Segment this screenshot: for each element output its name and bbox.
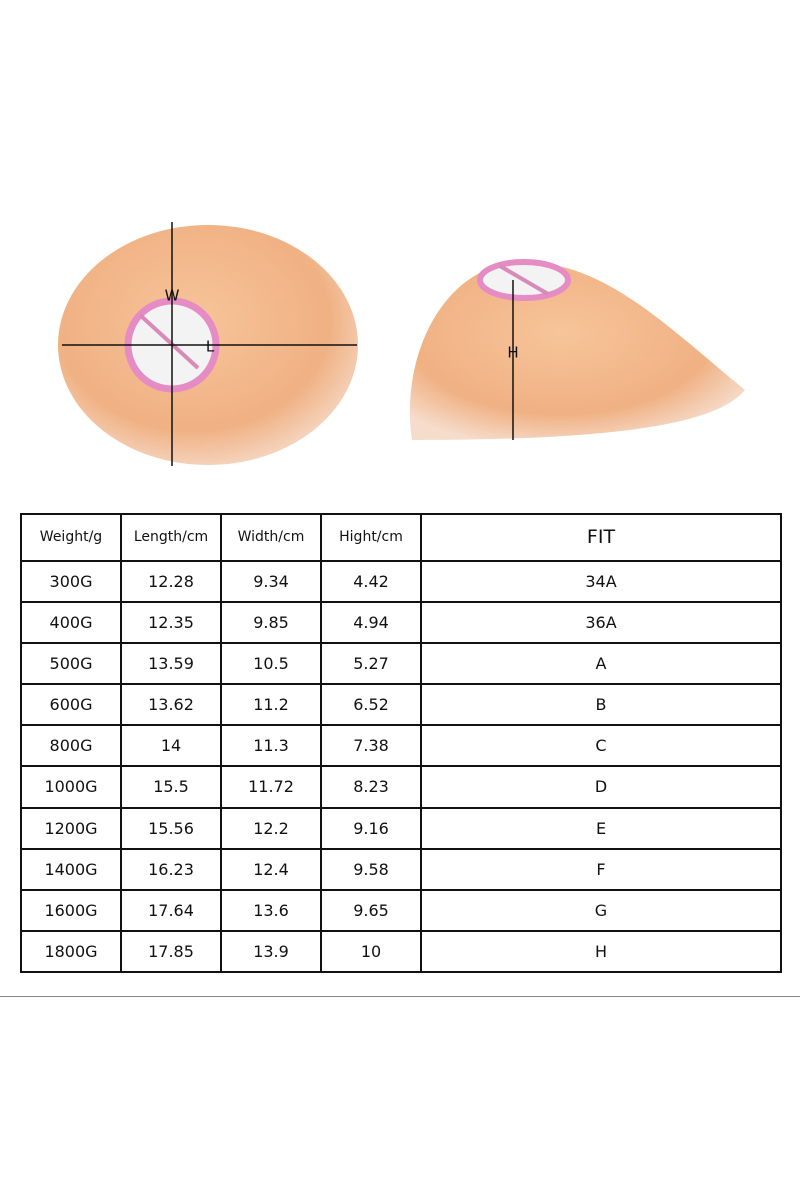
cell: 13.62 — [120, 683, 222, 727]
header-row: Weight/g Length/cm Width/cm Hight/cm FIT — [20, 513, 782, 562]
cell: 6.52 — [320, 683, 422, 727]
cell: 4.94 — [320, 601, 422, 645]
cell: 5.27 — [320, 642, 422, 686]
cell: 10.5 — [220, 642, 322, 686]
table-row: 600G 13.62 11.2 6.52 B — [20, 683, 782, 727]
cell: B — [420, 683, 782, 727]
cell: 1600G — [20, 888, 122, 932]
cell: 1200G — [20, 806, 122, 850]
cell: D — [420, 765, 782, 809]
table-row: 1600G 17.64 13.6 9.65 G — [20, 888, 782, 932]
cell: 9.85 — [220, 601, 322, 645]
divider — [0, 996, 800, 997]
cell: 9.65 — [320, 888, 422, 932]
cell: 500G — [20, 642, 122, 686]
length-label: L — [206, 338, 215, 356]
cell: 4.42 — [320, 559, 422, 604]
cell: 12.2 — [220, 806, 322, 850]
front-view: W L — [58, 222, 358, 466]
side-view: H — [409, 259, 745, 440]
cell: Length/cm — [120, 513, 222, 562]
cell: 12.28 — [120, 559, 222, 604]
cell: 17.85 — [120, 929, 222, 974]
cell: 11.3 — [220, 724, 322, 768]
cell: 11.2 — [220, 683, 322, 727]
cell: 1000G — [20, 765, 122, 809]
cell: 36A — [420, 601, 782, 645]
cell: F — [420, 847, 782, 891]
diagram: W L H — [58, 222, 745, 466]
cell: 12.35 — [120, 601, 222, 645]
cell: 400G — [20, 601, 122, 645]
cell: Hight/cm — [320, 513, 422, 562]
cell: 13.9 — [220, 929, 322, 974]
table-row: 1000G 15.5 11.72 8.23 D — [20, 765, 782, 809]
cell: E — [420, 806, 782, 850]
cell: 11.72 — [220, 765, 322, 809]
cell: 15.56 — [120, 806, 222, 850]
cell: 7.38 — [320, 724, 422, 768]
size-table: Weight/g Length/cm Width/cm Hight/cm FIT 300G… — [20, 513, 782, 974]
cell: 15.5 — [120, 765, 222, 809]
cell: 600G — [20, 683, 122, 727]
cell: 1800G — [20, 929, 122, 974]
cell: 13.6 — [220, 888, 322, 932]
table-row: 1400G 16.23 12.4 9.58 F — [20, 847, 782, 891]
cell: 14 — [120, 724, 222, 768]
cell: H — [420, 929, 782, 974]
cell: Weight/g — [20, 513, 122, 562]
cell: A — [420, 642, 782, 686]
cell: 1400G — [20, 847, 122, 891]
table-row: 500G 13.59 10.5 5.27 A — [20, 642, 782, 686]
cell: 9.16 — [320, 806, 422, 850]
height-label: H — [507, 344, 518, 362]
cell: 12.4 — [220, 847, 322, 891]
cell: G — [420, 888, 782, 932]
table-row: 300G 12.28 9.34 4.42 34A — [20, 559, 782, 604]
cell: FIT — [420, 513, 782, 562]
table-row: 1800G 17.85 13.9 10 H — [20, 929, 782, 974]
table-row: 800G 14 11.3 7.38 C — [20, 724, 782, 768]
cell: 9.58 — [320, 847, 422, 891]
width-label: W — [165, 287, 180, 305]
cell: 34A — [420, 559, 782, 604]
cell: 300G — [20, 559, 122, 604]
cell: 9.34 — [220, 559, 322, 604]
cell: 13.59 — [120, 642, 222, 686]
cell: Width/cm — [220, 513, 322, 562]
table-row: 400G 12.35 9.85 4.94 36A — [20, 601, 782, 645]
table-row: 1200G 15.56 12.2 9.16 E — [20, 806, 782, 850]
cell: 10 — [320, 929, 422, 974]
cell: 800G — [20, 724, 122, 768]
cell: 8.23 — [320, 765, 422, 809]
cell: 16.23 — [120, 847, 222, 891]
cell: C — [420, 724, 782, 768]
cell: 17.64 — [120, 888, 222, 932]
